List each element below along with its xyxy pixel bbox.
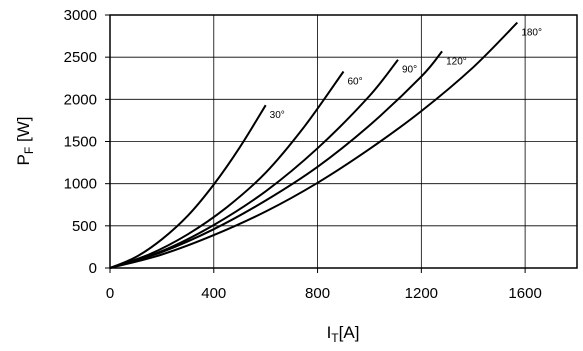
series-label: 120° <box>446 56 467 67</box>
series-label: 60° <box>348 77 363 88</box>
series-label: 180° <box>521 28 542 39</box>
series-line <box>109 104 267 269</box>
y-tick-label: 2000 <box>64 91 97 108</box>
x-tick-labels: 0 400 800 1200 1600 <box>106 285 542 302</box>
series-labels: 30° 60° 90° 120° 180° <box>270 28 542 122</box>
y-tick-label: 500 <box>72 218 97 235</box>
y-tick-label: 3000 <box>64 7 97 24</box>
series-line <box>109 21 519 269</box>
grid-lines <box>105 14 577 273</box>
x-tick-label: 0 <box>106 285 114 302</box>
y-axis-label: PF [W] <box>14 117 36 166</box>
series-label: 90° <box>402 65 417 76</box>
y-tick-label: 0 <box>89 260 97 277</box>
plot-frame <box>109 14 578 269</box>
series-label: 30° <box>270 110 285 121</box>
series-line <box>109 50 443 269</box>
x-tick-label: 1600 <box>508 285 541 302</box>
x-tick-label: 400 <box>201 285 226 302</box>
y-tick-label: 1500 <box>64 134 97 151</box>
series-line <box>109 70 345 269</box>
x-axis-label: IT[A] <box>327 323 360 345</box>
series-curves <box>109 21 519 269</box>
y-tick-label: 1000 <box>64 176 97 193</box>
x-tick-label: 1200 <box>405 285 438 302</box>
y-tick-label: 2500 <box>64 49 97 66</box>
y-tick-labels: 0 500 1000 1500 2000 2500 3000 <box>64 7 97 277</box>
series-line <box>109 59 399 269</box>
x-tick-label: 800 <box>305 285 330 302</box>
